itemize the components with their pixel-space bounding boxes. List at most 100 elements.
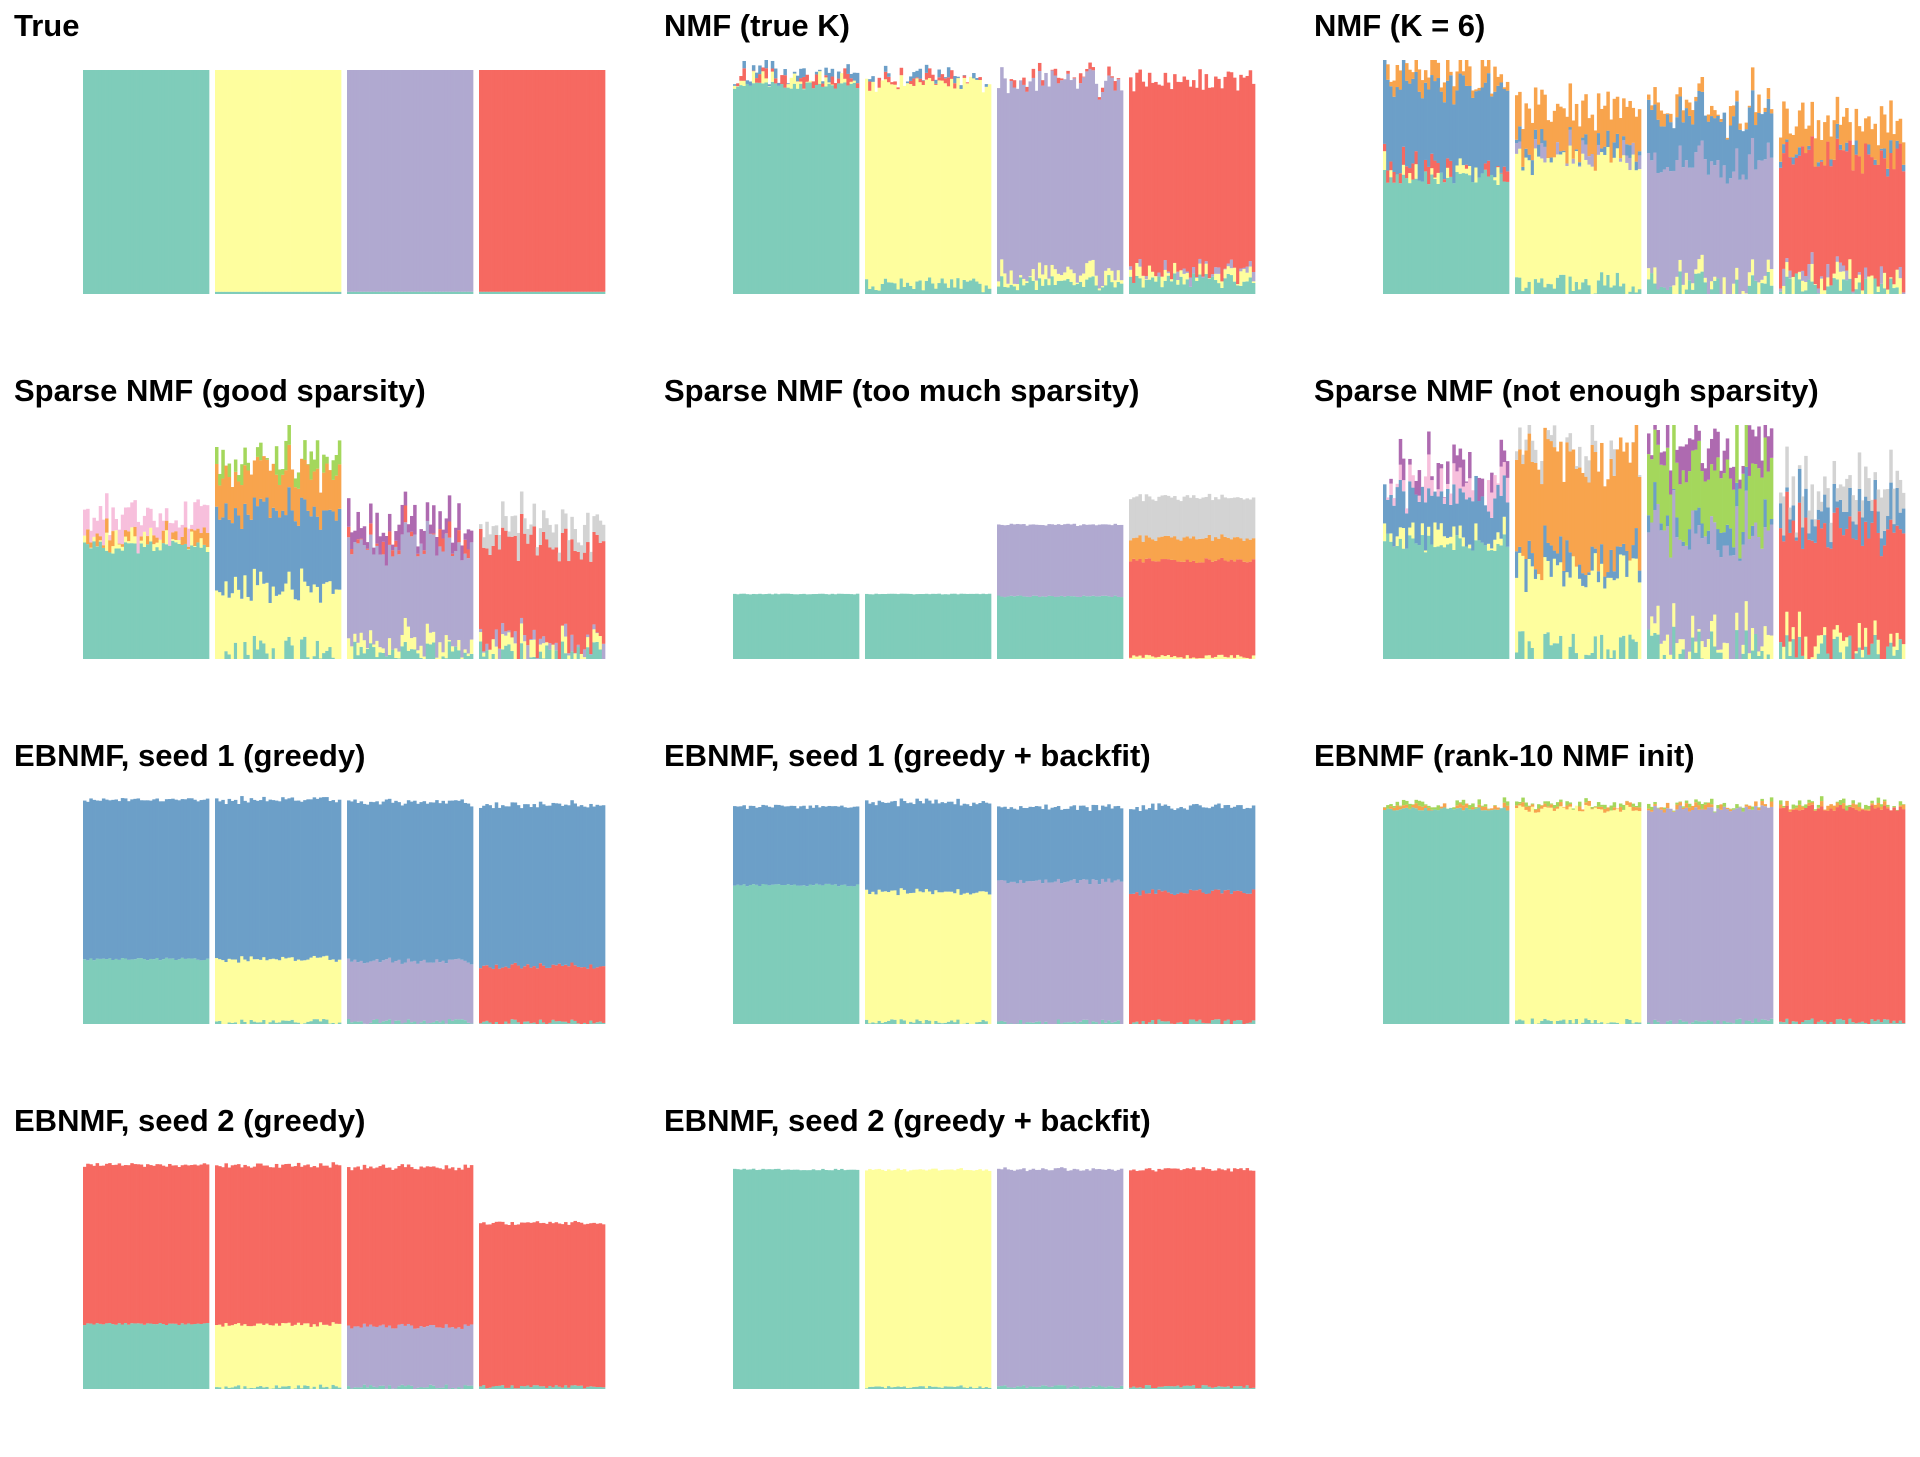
- bar-segment-k4: [526, 1222, 530, 1385]
- bar-segment-k5: [1405, 81, 1409, 167]
- bar-segment-k8: [121, 515, 125, 544]
- bar-segment-k9: [1845, 479, 1849, 512]
- bar-segment-k5: [1433, 81, 1437, 161]
- bar-segment-k1: [332, 1385, 336, 1389]
- bar-segment-k6: [1811, 803, 1815, 805]
- bar-segment-k1: [1587, 285, 1591, 294]
- bar-segment-k3: [1653, 510, 1657, 623]
- bar-segment-k1: [881, 284, 885, 294]
- bar-segment-k4: [1386, 170, 1390, 182]
- bar-segment-k5: [1616, 546, 1620, 578]
- bar-segment-k1: [325, 292, 329, 294]
- bar-segment-k4: [1192, 561, 1196, 658]
- bar-segment-k2: [1625, 805, 1629, 1019]
- bar-segment-k4: [1230, 72, 1234, 259]
- bar-segment-k4: [1217, 79, 1221, 268]
- bar-segment-k1: [1877, 654, 1881, 659]
- bar-segment-k2: [1591, 809, 1595, 1023]
- bar-segment-k1: [234, 1386, 238, 1389]
- bar-segment-k2: [332, 70, 336, 292]
- bar-segment-k1: [1694, 1020, 1698, 1024]
- bar-segment-k7: [1669, 495, 1673, 558]
- bar-segment-k4: [514, 70, 518, 292]
- bar-segment-k1: [1672, 627, 1676, 659]
- bar-segment-k1: [944, 1023, 948, 1024]
- bar-segment-k2: [963, 894, 967, 1024]
- bar-segment-k5: [1839, 500, 1843, 528]
- bar-segment-k1: [517, 1388, 521, 1389]
- bar-segment-k5: [1386, 500, 1390, 534]
- bar-segment-k3: [1666, 167, 1670, 290]
- bar-segment-k4: [1829, 549, 1833, 659]
- bar-segment-k1: [1704, 282, 1708, 294]
- bar-segment-k5: [196, 801, 200, 959]
- bar-segment-k1: [492, 1387, 496, 1389]
- bar-segment-k5: [1858, 489, 1862, 511]
- bar-segment-k10: [442, 530, 446, 539]
- bar-segment-k3: [564, 624, 568, 637]
- bar-segment-k10: [1691, 440, 1695, 451]
- bar-segment-k1: [1421, 535, 1425, 659]
- bar-segment-k2: [149, 528, 153, 542]
- bar-segment-k2: [1069, 269, 1073, 281]
- bar-segment-k5: [1092, 805, 1096, 879]
- bar-segment-k1: [912, 289, 916, 294]
- bar-segment-k10: [1716, 432, 1720, 458]
- bar-segment-k2: [92, 537, 96, 541]
- bar-segment-k4: [570, 963, 574, 1020]
- bar-segment-k1: [1449, 543, 1453, 659]
- bar-segment-k3: [369, 70, 373, 292]
- bar-segment-k1: [504, 1022, 508, 1024]
- bar-segment-k5: [492, 808, 496, 969]
- bar-segment-k2: [1877, 287, 1881, 292]
- bar-segment-k4: [404, 505, 408, 522]
- bar-segment-k7: [1732, 490, 1736, 548]
- bar-segment-k6: [89, 542, 93, 547]
- bar-segment-k1: [1829, 285, 1833, 294]
- bar-segment-k5: [944, 77, 948, 78]
- bar-segment-k4: [555, 547, 559, 643]
- bar-segment-k6: [1154, 541, 1158, 562]
- bar-segment-k4: [890, 82, 894, 84]
- bar-segment-k1: [140, 958, 144, 1024]
- bar-segment-k1: [228, 1022, 232, 1024]
- bar-segment-k1: [1896, 650, 1900, 659]
- bar-segment-k3: [413, 70, 417, 292]
- bar-segment-k1: [313, 656, 317, 659]
- bar-segment-k3: [375, 1327, 379, 1388]
- bar-segment-k4: [831, 77, 835, 85]
- bar-segment-k5: [1697, 508, 1701, 526]
- bar-segment-k5: [310, 516, 314, 592]
- bar-segment-k3: [435, 1327, 439, 1388]
- bar-segment-k2: [284, 70, 288, 292]
- bar-segment-k1: [1389, 809, 1393, 1024]
- bar-segment-k2: [200, 538, 204, 547]
- bar-segment-k5: [498, 808, 502, 969]
- bar-segment-k2: [1597, 582, 1601, 659]
- bar-segment-k10: [1754, 436, 1758, 464]
- bar-segment-k6: [1437, 63, 1441, 78]
- bar-segment-k3: [1757, 810, 1761, 1022]
- bar-segment-k6: [1433, 60, 1437, 81]
- bar-segment-k3: [1082, 524, 1086, 595]
- bar-segment-k6: [1481, 807, 1485, 810]
- bar-segment-k5: [1104, 807, 1108, 882]
- bar-segment-k6: [1556, 451, 1560, 553]
- bar-segment-k3: [1710, 161, 1714, 281]
- bar-segment-k1: [265, 1387, 269, 1389]
- bar-segment-k2: [322, 584, 326, 653]
- bar-segment-k7: [294, 478, 298, 487]
- bar-segment-k1: [1575, 1019, 1579, 1024]
- bar-segment-k1: [602, 1387, 606, 1389]
- bar-segment-k1: [96, 70, 100, 294]
- bar-segment-k3: [404, 1326, 408, 1386]
- bar-segment-k1: [1474, 182, 1478, 294]
- bar-segment-k1: [1170, 281, 1174, 294]
- bar-segment-k3: [1679, 146, 1683, 260]
- bar-segment-k2: [247, 961, 251, 1024]
- bar-segment-k1: [1455, 172, 1459, 294]
- bar-segment-k3: [1650, 160, 1654, 273]
- bar-segment-k2: [1437, 173, 1441, 184]
- bar-segment-k2: [1095, 276, 1099, 286]
- bar-segment-k9: [551, 532, 555, 549]
